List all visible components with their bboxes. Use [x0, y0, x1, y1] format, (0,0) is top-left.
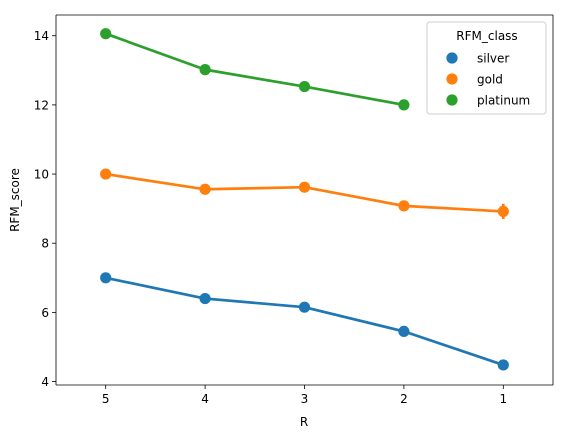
- data-point: [497, 205, 509, 218]
- x-axis-label: R: [300, 415, 308, 429]
- legend-marker-platinum: [446, 94, 458, 106]
- data-point: [100, 272, 112, 284]
- data-point: [398, 99, 410, 111]
- y-tick-label: 4: [41, 375, 49, 389]
- x-tick-label: 3: [301, 392, 309, 406]
- y-tick-label: 6: [41, 306, 49, 320]
- data-point: [298, 181, 311, 193]
- x-tick-label: 5: [102, 392, 110, 406]
- data-point: [497, 359, 509, 371]
- series-layer: [100, 28, 509, 371]
- legend-title: RFM_class: [456, 29, 517, 43]
- data-point: [398, 325, 410, 338]
- series-platinum: [100, 28, 410, 111]
- data-point: [199, 292, 211, 305]
- legend-label-gold: gold: [477, 73, 503, 87]
- legend-frame: [426, 21, 547, 115]
- legend: RFM_class silver gold platinum: [426, 21, 547, 115]
- legend-marker-gold: [446, 73, 458, 85]
- y-tick-label: 14: [34, 29, 49, 43]
- data-point: [398, 200, 410, 212]
- data-point: [100, 168, 112, 180]
- y-tick-label: 10: [34, 168, 49, 182]
- legend-marker-silver: [446, 52, 458, 64]
- data-point: [100, 28, 112, 40]
- series-line-platinum: [105, 32, 405, 107]
- legend-label-silver: silver: [477, 52, 509, 66]
- data-point: [199, 183, 211, 195]
- legend-items: silver gold platinum: [446, 52, 530, 108]
- y-tick-label: 12: [34, 98, 49, 112]
- series-silver: [100, 272, 509, 371]
- data-point: [298, 301, 311, 313]
- x-tick-label: 4: [201, 392, 209, 406]
- x-tick-label: 1: [499, 392, 507, 406]
- data-point: [199, 64, 211, 76]
- series-gold: [100, 168, 509, 220]
- legend-label-platinum: platinum: [477, 94, 530, 108]
- y-axis-label: RFM_score: [8, 168, 22, 232]
- y-tick-label: 8: [41, 237, 49, 251]
- x-tick-label: 2: [400, 392, 408, 406]
- data-point: [298, 80, 311, 93]
